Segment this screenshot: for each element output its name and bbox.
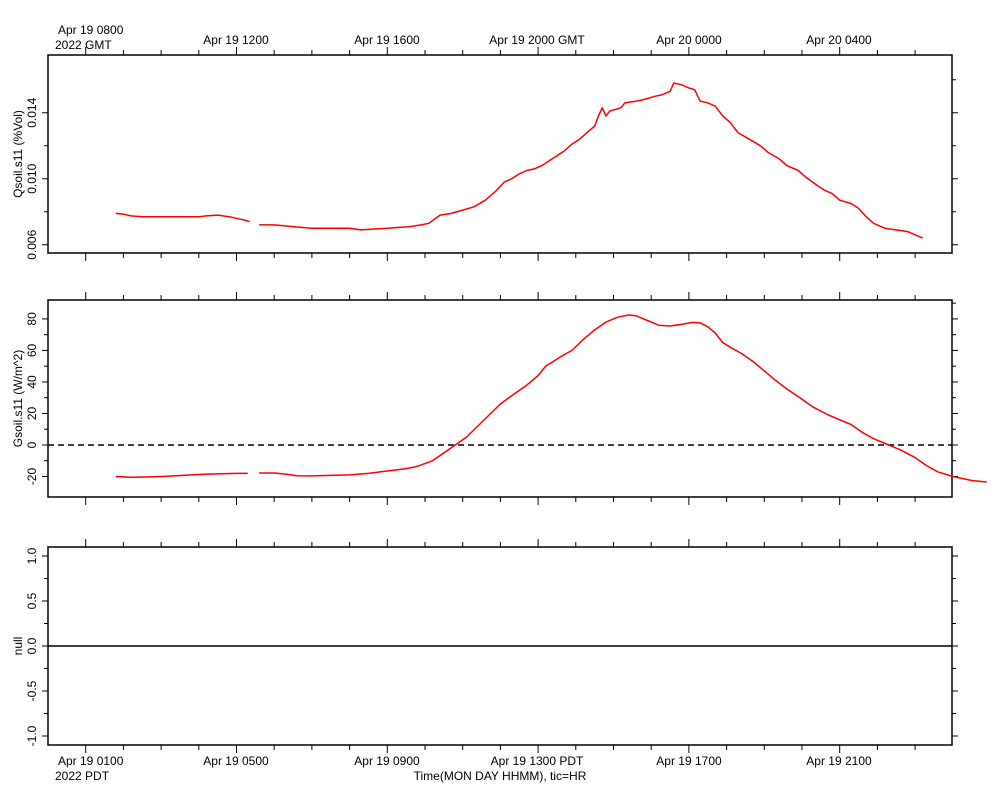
- bottom-axis-label-3: Apr 19 1700: [656, 754, 722, 768]
- panel-0-ylabel: Qsoil.s11 (%Vol): [11, 110, 25, 198]
- panel-2-ytick-label: -1.0: [25, 725, 39, 746]
- top-axis-first-label-line2: 2022 GMT: [55, 38, 112, 52]
- bottom-axis-first-label-line2: 2022 PDT: [55, 769, 110, 783]
- bottom-axis-label-0: Apr 19 0500: [203, 754, 269, 768]
- panel-0-series-0-segment-0: [115, 212, 250, 223]
- top-axis-label-3: Apr 20 0000: [656, 33, 722, 47]
- top-axis-label-4: Apr 20 0400: [806, 33, 872, 47]
- bottom-axis-label-2: Apr 19 1300 PDT: [491, 754, 584, 768]
- panel-1-series-0-segment-0: [115, 472, 248, 479]
- panel-2: -1.0 -0.5 0.0 0.5 1.0 null: [11, 539, 958, 753]
- panel-2-ytick-label: 1.0: [25, 547, 39, 564]
- panel-1-ytick-label: 40: [25, 375, 39, 389]
- top-axis-label-2: Apr 19 2000 GMT: [489, 33, 585, 47]
- bottom-axis-first-label-line1: Apr 19 0100: [58, 754, 124, 768]
- bottom-axis-title: Time(MON DAY HHMM), tic=HR: [414, 769, 587, 783]
- panel-0-ytick-label: 0.006: [25, 229, 39, 259]
- panel-1: -20 0 20 40 60 80 Gsoil.s11 (W/m^2): [11, 292, 987, 505]
- panel-1-ytick-label: 60: [25, 343, 39, 357]
- panel-2-ytick-label: -0.5: [25, 680, 39, 701]
- panel-2-ytick-label: 0.5: [25, 592, 39, 609]
- panel-0-ytick-label: 0.014: [25, 97, 39, 127]
- top-axis-label-1: Apr 19 1600: [354, 33, 420, 47]
- top-axis-first-label-line1: Apr 19 0800: [58, 23, 124, 37]
- panel-0-ytick-label: 0.010: [25, 163, 39, 193]
- panel-0-series-0-segment-1: [259, 82, 923, 239]
- panel-1-ytick-label: 20: [25, 406, 39, 420]
- panel-1-ytick-label: 80: [25, 312, 39, 326]
- top-axis-label-0: Apr 19 1200: [203, 33, 269, 47]
- bottom-axis-label-4: Apr 19 2100: [806, 754, 872, 768]
- panel-2-ytick-label: 0.0: [25, 637, 39, 654]
- panel-1-ylabel: Gsoil.s11 (W/m^2): [11, 350, 25, 447]
- panel-1-ytick-label: -20: [25, 468, 39, 486]
- panel-1-ytick-label: 0: [25, 441, 39, 448]
- panel-0-frame: [47, 54, 953, 254]
- panel-2-ylabel: null: [11, 637, 25, 656]
- panel-1-series-0-segment-1: [259, 314, 987, 483]
- panel-1-frame: [47, 299, 953, 498]
- bottom-axis-label-1: Apr 19 0900: [354, 754, 420, 768]
